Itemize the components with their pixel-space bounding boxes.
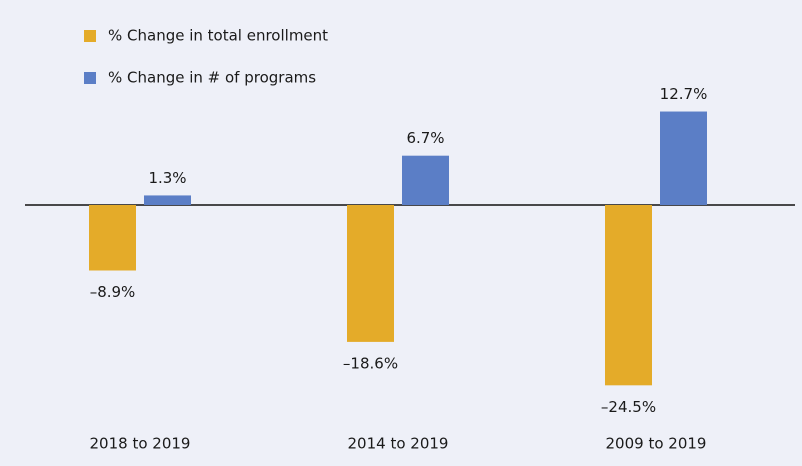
legend-swatch [84, 72, 96, 84]
bar [660, 111, 707, 205]
legend-label: % Change in # of programs [108, 69, 316, 87]
x-tick-label: 2018 to 2019 [90, 435, 191, 453]
bar [347, 205, 394, 342]
x-tick-label: 2014 to 2019 [348, 435, 449, 453]
legend-swatch [84, 30, 96, 42]
bar [402, 155, 449, 205]
value-label: 12.7% [660, 85, 708, 103]
value-label: 6.7% [406, 129, 444, 147]
value-label: –24.5% [601, 398, 656, 416]
bar [144, 195, 191, 205]
value-label: –8.9% [90, 283, 136, 301]
legend-label: % Change in total enrollment [108, 27, 328, 45]
value-label: 1.3% [148, 169, 186, 187]
bar [89, 205, 136, 271]
x-tick-label: 2009 to 2019 [606, 435, 707, 453]
bar [605, 205, 652, 386]
value-label: –18.6% [343, 354, 398, 372]
